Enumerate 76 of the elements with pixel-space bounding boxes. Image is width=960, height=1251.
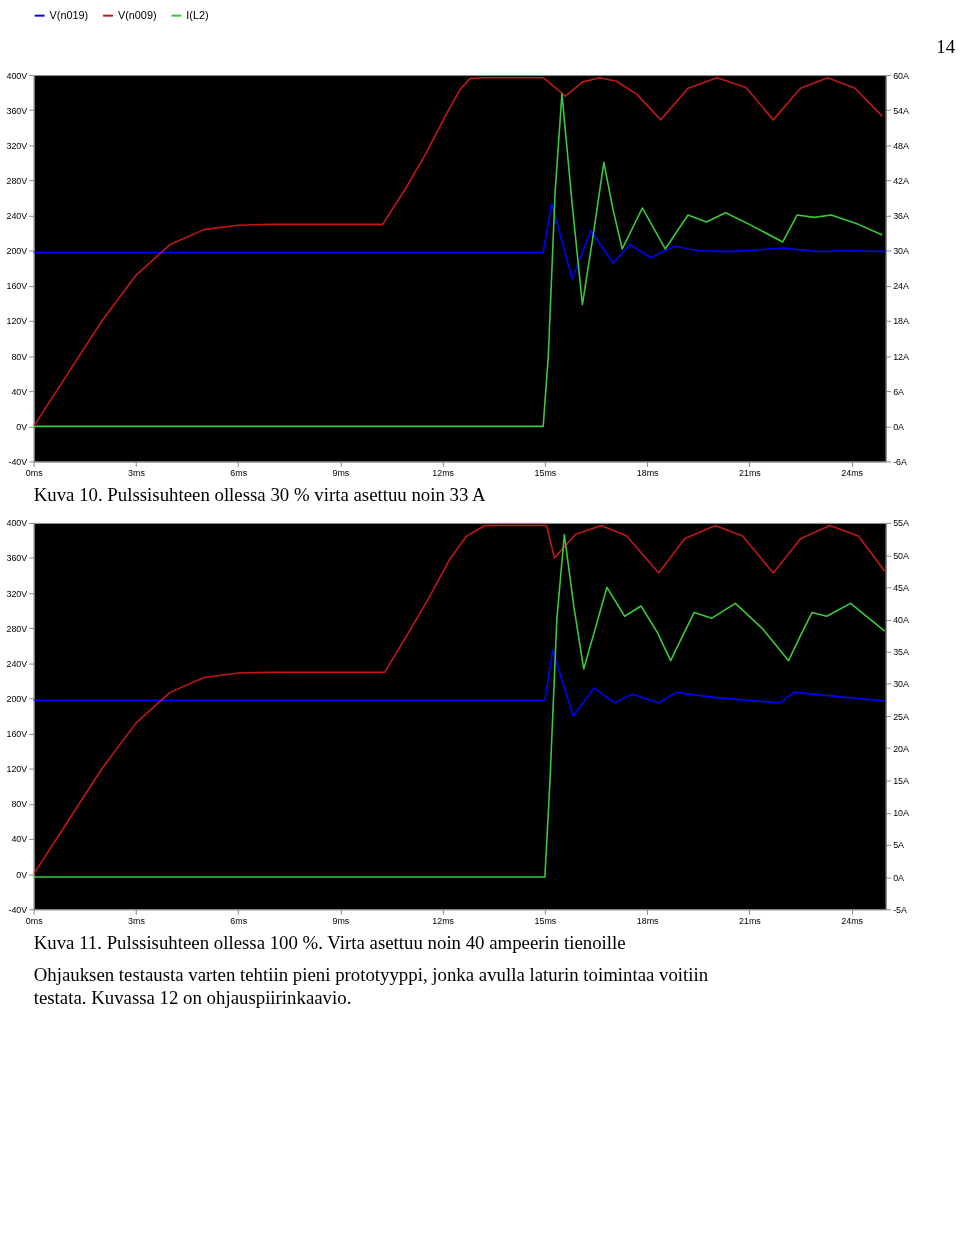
y2-tick-label: 35A [893,647,910,658]
line-series [33,202,886,280]
legend-label: V(n009) [117,8,157,21]
y2-tick-label: 42A [893,175,910,186]
y2-tick-label: 12A [893,351,910,362]
y-tick-label: -40V [8,456,28,467]
y-tick-label: 80V [11,351,28,362]
line-series [33,649,886,717]
y2-tick-label: 54A [893,105,910,116]
y2-tick-label: 45A [893,582,910,593]
x-tick-label: 15ms [534,915,557,926]
y2-tick-label: 6A [893,386,905,397]
y2-tick-label: 18A [893,316,910,327]
y-tick-label: 400V [6,518,28,529]
y2-tick-label: 36A [893,211,910,222]
x-tick-label: 3ms [128,467,146,478]
text: Ohjauksen testausta varten tehtiin pieni prototyyppi, jonka avulla laturin toimintaa voitiin testata. Kuvassa 12 on ohjauspiirinkaavio. [33,963,709,1009]
y-tick-label: 360V [6,553,28,564]
y2-tick-label: -6A [893,456,908,467]
y-tick-label: 280V [6,175,28,186]
legend-label: V(n019) [49,8,89,21]
x-tick-label: 12ms [432,467,455,478]
x-tick-label: 0ms [25,467,44,478]
y2-tick-label: 5A [893,840,905,851]
y-tick-label: 80V [11,799,28,810]
x-tick-label: 0ms [25,915,44,926]
y-tick-label: 280V [6,623,28,634]
y2-tick-label: 0A [893,421,905,432]
y-tick-label: 320V [6,588,28,599]
y2-tick-label: 30A [893,679,910,690]
y-tick-label: 400V [6,70,28,81]
y-tick-label: 120V [6,316,28,327]
x-tick-label: 6ms [230,467,248,478]
y-tick-label: 240V [6,211,28,222]
legend-label: I(L2) [186,8,209,21]
y-tick-label: 320V [6,140,28,151]
y2-tick-label: 48A [893,140,910,151]
y2-tick-label: 10A [893,808,910,819]
y2-tick-label: 55A [893,518,910,529]
x-tick-label: 9ms [332,467,350,478]
text: Kuva 11. Pulssisuhteen ollessa 100 %. Virta asettuu noin 40 ampeerin tienoille [33,931,626,953]
y2-tick-label: 0A [893,872,905,883]
x-tick-label: 24ms [841,915,864,926]
y2-tick-label: 15A [893,775,910,786]
x-tick-label: 6ms [230,915,248,926]
y2-tick-label: -5A [893,904,908,915]
x-tick-label: 21ms [738,915,762,926]
x-tick-label: 18ms [636,467,660,478]
y2-tick-label: 60A [893,70,910,81]
y-tick-label: 160V [6,281,28,292]
y-tick-label: 360V [6,105,28,116]
x-tick-label: 18ms [636,915,660,926]
text: Kuva 10. Pulssisuhteen ollessa 30 % virta asettuu noin 33 A [33,484,487,506]
y-tick-label: 200V [6,246,28,257]
y-tick-label: -40V [8,904,28,915]
y2-tick-label: 50A [893,550,910,561]
y-tick-label: 0V [16,869,28,880]
y-tick-label: 120V [6,764,28,775]
y2-tick-label: 30A [893,246,910,257]
y2-tick-label: 20A [893,743,910,754]
y2-tick-label: 40A [893,614,910,625]
x-tick-label: 3ms [128,915,146,926]
y2-tick-label: 24A [893,281,910,292]
x-tick-label: 9ms [332,915,350,926]
y-tick-label: 40V [11,386,28,397]
x-tick-label: 15ms [534,467,557,478]
x-tick-label: 21ms [738,467,762,478]
y-tick-label: 40V [11,834,28,845]
y-tick-label: 200V [6,693,28,704]
y-tick-label: 0V [16,421,28,432]
y-tick-label: 240V [6,658,28,669]
text: 14 [936,36,956,58]
x-tick-label: 24ms [841,467,864,478]
y-tick-label: 160V [6,729,28,740]
y2-tick-label: 25A [893,711,910,722]
x-tick-label: 12ms [432,915,455,926]
